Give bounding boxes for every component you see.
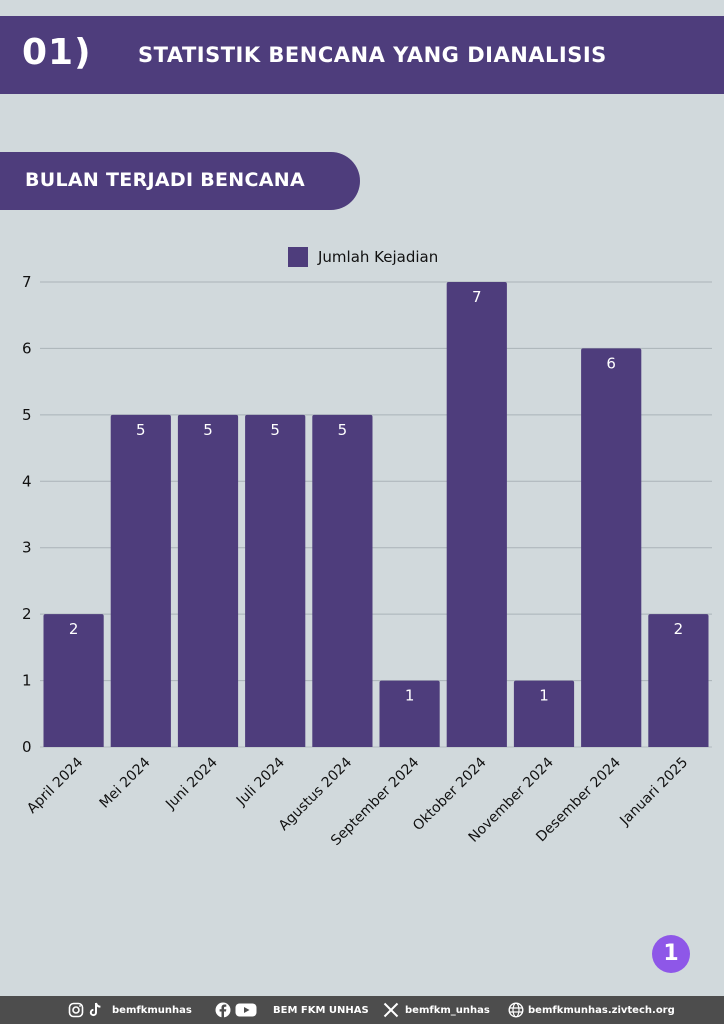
data-label: 2 [674, 620, 684, 638]
x-tick-label: Januari 2025 [616, 755, 691, 830]
x-tick-label: Mei 2024 [97, 754, 154, 811]
section-heading: BULAN TERJADI BENCANA [0, 152, 360, 210]
bar [581, 348, 642, 747]
y-tick-label: 0 [22, 738, 32, 756]
data-label: 5 [136, 421, 146, 439]
data-label: 6 [606, 354, 616, 372]
bar [177, 414, 239, 747]
data-label: 2 [69, 620, 79, 638]
footer-handle-fb: BEM FKM UNHAS [273, 1004, 369, 1016]
bar [513, 680, 575, 747]
facebook-icon [215, 1002, 231, 1018]
legend-label: Jumlah Kejadian [317, 248, 438, 266]
bar-chart: 0 1 2 3 4 5 6 7 Jumlah Kejadian 2 April 2024 5 Mei 2… [22, 247, 712, 849]
y-tick-label: 6 [22, 339, 32, 357]
x-tick-label: Juni 2024 [162, 754, 221, 813]
y-tick-label: 4 [22, 472, 32, 490]
globe-icon [508, 1002, 524, 1018]
bar [110, 414, 171, 747]
x-icon [383, 1002, 399, 1018]
data-label: 7 [472, 288, 482, 306]
footer-social-fb-yt[interactable]: BEM FKM UNHAS [215, 1001, 369, 1019]
y-tick-label: 2 [22, 605, 32, 623]
footer-handle-x: bemfkm_unhas [405, 1004, 490, 1016]
bar [379, 680, 440, 747]
data-label: 1 [539, 687, 549, 705]
y-tick-label: 1 [22, 672, 32, 690]
footer-social-x[interactable]: bemfkm_unhas [383, 1001, 490, 1019]
section-number: 01) [22, 32, 92, 73]
x-tick-label: April 2024 [24, 754, 86, 816]
tiktok-icon [88, 1002, 102, 1018]
y-tick-label: 3 [22, 539, 32, 557]
legend-swatch [288, 247, 308, 267]
bar [43, 614, 104, 747]
footer-website-url: bemfkmunhas.zivtech.org [528, 1004, 675, 1016]
x-tick-label: Juli 2024 [233, 754, 288, 809]
footer-handle-ig: bemfkmunhas [112, 1004, 192, 1016]
data-label: 5 [203, 421, 213, 439]
data-label: 5 [270, 421, 280, 439]
footer-website[interactable]: bemfkmunhas.zivtech.org [508, 1001, 675, 1019]
footer-social-ig-tt[interactable]: bemfkmunhas [68, 1001, 192, 1019]
instagram-icon [68, 1002, 84, 1018]
youtube-icon [235, 1002, 257, 1018]
page-title: STATISTIK BENCANA YANG DIANALISIS [138, 43, 607, 67]
footer: bemfkmunhas BEM FKM UNHAS bemfkm_unhas b… [0, 996, 724, 1024]
bar [446, 282, 507, 747]
data-label: 5 [338, 421, 348, 439]
data-label: 1 [405, 687, 415, 705]
page-number-badge: 1 [652, 935, 690, 973]
section-title: BULAN TERJADI BENCANA [25, 169, 305, 191]
y-tick-label: 7 [22, 273, 32, 291]
y-tick-label: 5 [22, 406, 32, 424]
bar [245, 414, 306, 747]
bar [648, 614, 709, 747]
page-header: 01) STATISTIK BENCANA YANG DIANALISIS [0, 16, 724, 94]
bar [312, 414, 373, 747]
